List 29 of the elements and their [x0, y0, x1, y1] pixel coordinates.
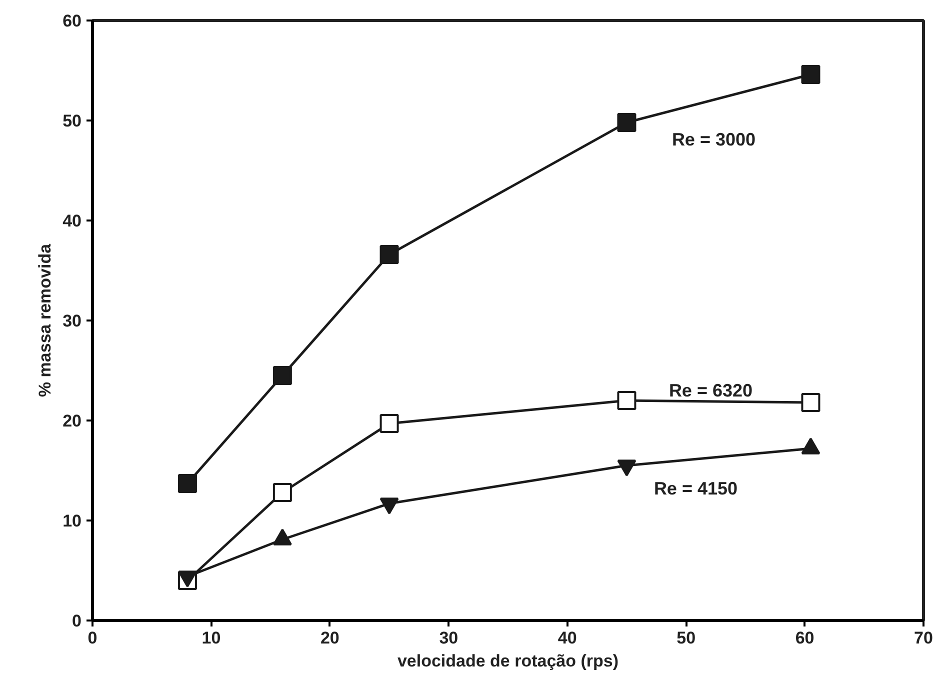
x-tick-label: 10	[202, 628, 221, 648]
y-tick-label: 50	[62, 112, 82, 130]
series-label: Re = 4150	[654, 478, 738, 498]
y-tick-label: 0	[72, 612, 82, 630]
y-tick-label: 40	[62, 212, 82, 230]
y-tick-label: 10	[62, 512, 82, 530]
point	[272, 366, 292, 385]
point	[617, 113, 636, 132]
x-tick-label: 70	[914, 628, 933, 648]
series-label: Re = 6320	[668, 380, 753, 400]
x-tick-label: 30	[439, 628, 458, 648]
point	[178, 474, 197, 493]
point	[801, 65, 820, 84]
x-tick-label: 60	[795, 628, 814, 648]
point	[617, 391, 636, 410]
y-tick-label: 30	[62, 312, 82, 330]
point	[380, 414, 399, 433]
series-label: Re = 3000	[672, 130, 756, 150]
point	[801, 393, 820, 412]
x-tick-label: 40	[558, 628, 577, 648]
point	[272, 483, 292, 502]
point	[380, 245, 399, 264]
x-axis-title: velocidade de rotação (rps)	[397, 652, 619, 670]
x-tick-label: 0	[88, 628, 98, 648]
x-tick-label: 20	[320, 628, 340, 648]
x-tick-label: 50	[676, 628, 696, 648]
y-axis-title: % massa removida	[36, 243, 55, 398]
y-tick-label: 20	[62, 412, 82, 430]
y-tick-label: 60	[62, 12, 82, 30]
